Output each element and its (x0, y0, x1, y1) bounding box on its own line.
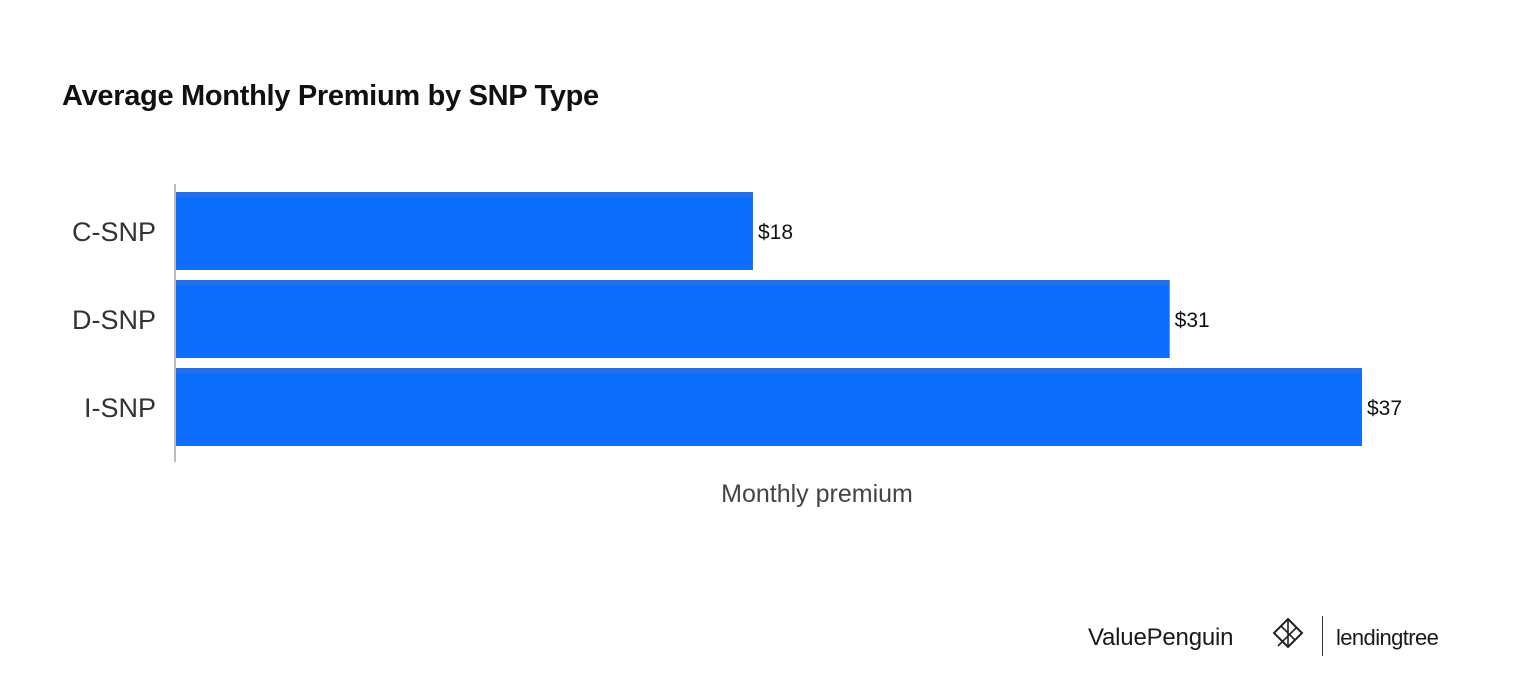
category-label-i-snp: I-SNP (84, 393, 156, 423)
bar-top-edge-c-snp (176, 192, 753, 197)
chart-title: Average Monthly Premium by SNP Type (62, 80, 599, 112)
brand-divider (1322, 616, 1323, 656)
bars-layer (176, 192, 1362, 446)
lendingtree-logo-text: lendingtree (1336, 625, 1439, 650)
value-label-i-snp: $37 (1367, 397, 1402, 420)
bar-top-edge-i-snp (176, 368, 1362, 373)
bar-top-edge-d-snp (176, 280, 1170, 285)
category-label-d-snp: D-SNP (72, 305, 156, 335)
bar-c-snp (176, 192, 753, 270)
value-label-d-snp: $31 (1175, 309, 1210, 332)
branding-footer: ValuePenguin lendingtree (1088, 612, 1468, 662)
bar-i-snp (176, 368, 1362, 446)
value-label-c-snp: $18 (758, 221, 793, 244)
x-axis-title: Monthly premium (721, 480, 913, 508)
bar-d-snp (176, 280, 1170, 358)
valuepenguin-logo-text: ValuePenguin (1088, 624, 1234, 651)
valuepenguin-logo-icon (1272, 617, 1304, 649)
category-label-c-snp: C-SNP (72, 217, 156, 247)
